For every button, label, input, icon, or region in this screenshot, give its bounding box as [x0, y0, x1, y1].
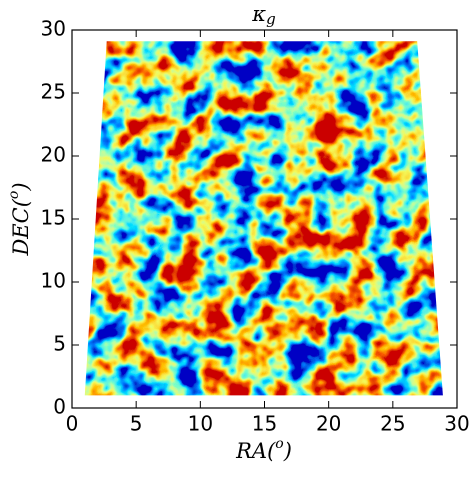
x-tick-label: 0 — [66, 412, 79, 436]
x-tick-label: 30 — [444, 412, 469, 436]
x-tick-label: 20 — [316, 412, 341, 436]
y-tick-label: 0 — [53, 395, 66, 419]
chart-title: κg — [251, 2, 275, 29]
y-tick-label: 25 — [41, 80, 66, 104]
y-tick-label: 5 — [53, 332, 66, 356]
convergence-field — [84, 41, 443, 396]
x-tick-label: 25 — [380, 412, 405, 436]
y-label-part: DEC( — [9, 198, 33, 256]
title-subscript: g — [266, 10, 276, 28]
x-tick-label: 15 — [252, 412, 277, 436]
y-tick-label: 20 — [41, 143, 66, 167]
x-tick-label: 5 — [130, 412, 143, 436]
x-tick-label: 10 — [188, 412, 213, 436]
field-texture — [84, 41, 443, 396]
y-label-part: ) — [9, 182, 33, 191]
y-tick-label: 15 — [41, 206, 66, 230]
y-tick-label: 10 — [41, 269, 66, 293]
x-axis-label: RA(o) — [235, 436, 292, 463]
x-label-part: RA( — [235, 439, 276, 463]
y-tick-label: 30 — [41, 17, 66, 41]
y-label-sup: o — [6, 191, 22, 199]
title-symbol: κ — [251, 2, 266, 26]
x-label-sup: o — [275, 436, 283, 452]
x-label-part: ) — [283, 439, 292, 463]
y-axis-label: DEC(o) — [6, 182, 33, 256]
